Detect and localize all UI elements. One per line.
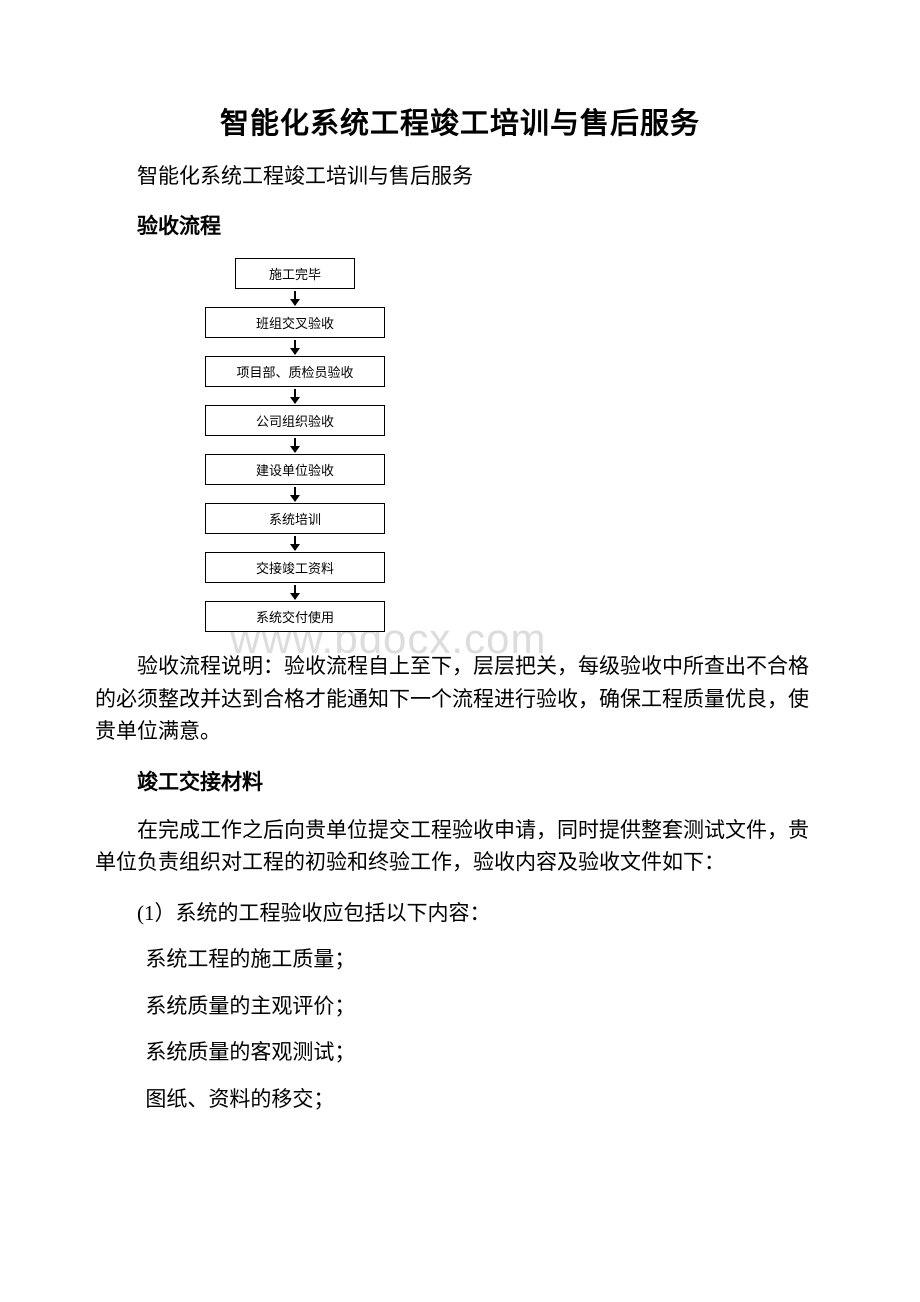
flow-step: 项目部、质检员验收 (205, 356, 385, 387)
list-item: 系统工程的施工质量； (145, 943, 825, 976)
flow-arrow-icon (294, 438, 296, 452)
flow-step: 建设单位验收 (205, 454, 385, 485)
flow-arrow-icon (294, 536, 296, 550)
flow-arrow-icon (294, 389, 296, 403)
flow-arrow-icon (294, 487, 296, 501)
document-subtitle: 智能化系统工程竣工培训与售后服务 (95, 160, 825, 190)
flow-arrow-icon (294, 291, 296, 305)
list-item: 图纸、资料的移交； (145, 1083, 825, 1116)
flow-step: 施工完毕 (235, 258, 355, 289)
acceptance-flowchart: 施工完毕 班组交叉验收 项目部、质检员验收 公司组织验收 建设单位验收 系统培训… (175, 258, 415, 632)
section-heading-acceptance: 验收流程 (95, 210, 825, 240)
list-intro: (1）系统的工程验收应包括以下内容： (95, 897, 825, 930)
flow-step: 系统交付使用 (205, 601, 385, 632)
list-item: 系统质量的主观评价； (145, 990, 825, 1023)
flow-description: 验收流程说明：验收流程自上至下，层层把关，每级验收中所查出不合格的必须整改并达到… (95, 650, 825, 748)
flow-step: 公司组织验收 (205, 405, 385, 436)
flow-step: 系统培训 (205, 503, 385, 534)
flow-arrow-icon (294, 585, 296, 599)
flow-arrow-icon (294, 340, 296, 354)
document-title: 智能化系统工程竣工培训与售后服务 (95, 100, 825, 142)
list-item: 系统质量的客观测试； (145, 1036, 825, 1069)
section-heading-materials: 竣工交接材料 (95, 766, 825, 796)
materials-intro: 在完成工作之后向贵单位提交工程验收申请，同时提供整套测试文件，贵单位负责组织对工… (95, 814, 825, 879)
flow-step: 交接竣工资料 (205, 552, 385, 583)
flow-step: 班组交叉验收 (205, 307, 385, 338)
